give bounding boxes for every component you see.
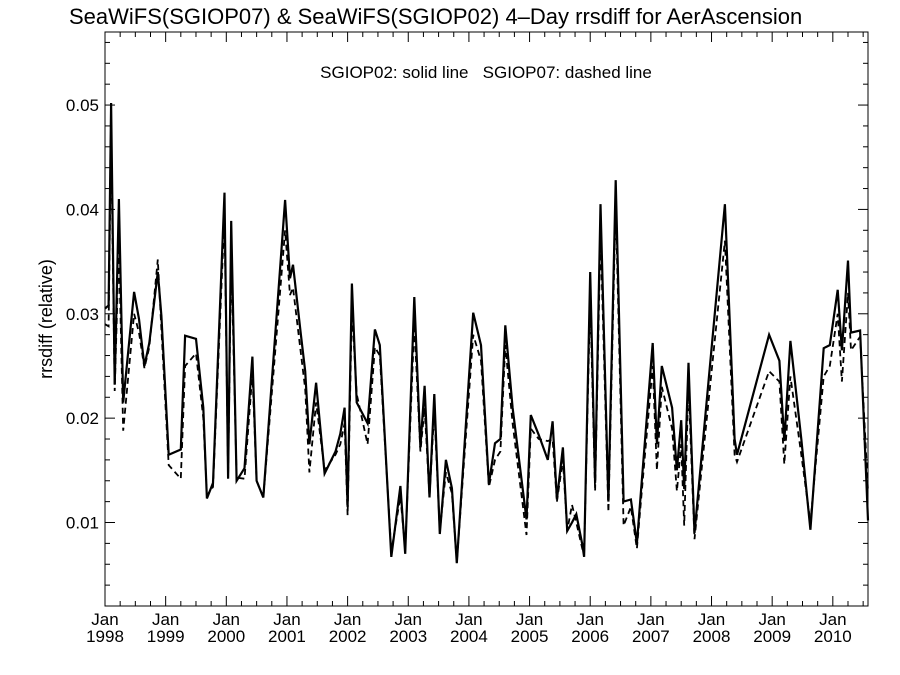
x-tick-month-label: Jan	[152, 610, 179, 629]
x-tick-year-label: 2006	[571, 627, 609, 646]
x-tick-year-label: 2007	[632, 627, 670, 646]
x-tick-month-label: Jan	[819, 610, 846, 629]
y-tick-label: 0.05	[66, 96, 99, 115]
x-tick-year-label: 2009	[753, 627, 791, 646]
x-tick-month-label: Jan	[758, 610, 785, 629]
x-tick-year-label: 2005	[511, 627, 549, 646]
x-tick-month-label: Jan	[273, 610, 300, 629]
plot-area	[104, 31, 869, 607]
series-layer	[104, 102, 870, 564]
x-tick-year-label: 2008	[693, 627, 731, 646]
x-tick-year-label: 1998	[86, 627, 124, 646]
series-line-sgiop07	[104, 134, 869, 563]
y-tick-label: 0.01	[66, 514, 99, 533]
y-tick-label: 0.03	[66, 305, 99, 324]
y-axis-label: rrsdiff (relative)	[36, 259, 56, 379]
chart-title: SeaWiFS(SGIOP07) & SeaWiFS(SGIOP02) 4–Da…	[69, 4, 802, 29]
x-tick-year-label: 2004	[450, 627, 488, 646]
x-tick-month-label: Jan	[395, 610, 422, 629]
x-tick-month-label: Jan	[698, 610, 725, 629]
x-tick-year-label: 2003	[389, 627, 427, 646]
x-tick-year-label: 1999	[147, 627, 185, 646]
x-tick-month-label: Jan	[213, 610, 240, 629]
x-tick-year-label: 2001	[268, 627, 306, 646]
series-line-sgiop02	[104, 102, 870, 564]
legend-annotation: SGIOP02: solid line SGIOP07: dashed line	[320, 63, 652, 82]
x-tick-month-label: Jan	[334, 610, 361, 629]
x-tick-year-label: 2000	[207, 627, 245, 646]
x-tick-month-label: Jan	[455, 610, 482, 629]
x-tick-year-label: 2002	[329, 627, 367, 646]
axis-ticks: 0.010.020.030.040.05Jan1998Jan1999Jan200…	[66, 32, 868, 646]
x-tick-month-label: Jan	[637, 610, 664, 629]
x-tick-year-label: 2010	[814, 627, 852, 646]
y-tick-label: 0.04	[66, 200, 99, 219]
x-tick-month-label: Jan	[516, 610, 543, 629]
x-tick-month-label: Jan	[577, 610, 604, 629]
y-tick-label: 0.02	[66, 409, 99, 428]
x-tick-month-label: Jan	[91, 610, 118, 629]
